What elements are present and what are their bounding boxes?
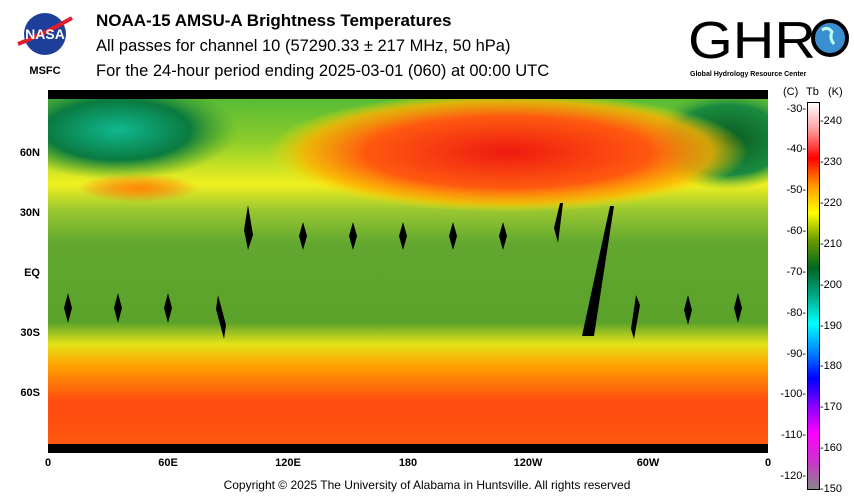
ghrc-caption: Global Hydrology Resource Center: [690, 71, 807, 78]
nasa-caption: MSFC: [29, 65, 61, 77]
celsius-tick: -60-: [786, 225, 806, 238]
celsius-tick: -120-: [780, 470, 806, 483]
celsius-tick: -50-: [786, 184, 806, 197]
colorbar-header-c: (C): [783, 86, 799, 98]
celsius-tick: -100-: [780, 388, 806, 401]
lon-label: 180: [398, 457, 418, 469]
chart-title: NOAA-15 AMSU-A Brightness Temperatures: [96, 11, 452, 30]
lon-label: 60W: [636, 457, 660, 469]
orange-region: [78, 174, 198, 202]
copyright: Copyright © 2025 The University of Alaba…: [223, 478, 631, 492]
kelvin-tick: -240: [820, 115, 843, 128]
colorbar-header-k: (K): [828, 86, 843, 98]
lat-label: EQ: [24, 267, 40, 279]
kelvin-tick: -150: [820, 483, 843, 495]
colorbar-header-tb: Tb: [806, 86, 819, 98]
lat-label: 60S: [20, 387, 40, 399]
kelvin-tick: -160: [820, 442, 843, 455]
no-data-bottom: [48, 444, 768, 453]
lat-label: 30S: [20, 327, 40, 339]
kelvin-tick: -180: [820, 360, 843, 373]
lat-label: 60N: [19, 147, 40, 159]
no-data-top: [48, 90, 768, 99]
celsius-tick: -80-: [786, 306, 806, 319]
lon-label: 120W: [513, 457, 543, 469]
celsius-tick: -90-: [786, 347, 806, 360]
kelvin-tick: -230: [820, 156, 843, 169]
lon-label: 60E: [158, 457, 178, 469]
lat-label: 30N: [19, 207, 40, 219]
celsius-tick: -40-: [786, 143, 806, 156]
colorbar: [807, 102, 820, 490]
lon-label: 0: [44, 457, 52, 469]
celsius-tick: -30-: [786, 102, 806, 115]
arctic-warm-region: [268, 92, 748, 212]
lon-label: 120E: [275, 457, 301, 469]
brightness-temperature-map: [48, 90, 768, 453]
kelvin-tick: -190: [820, 319, 843, 332]
nasa-logo: NASA MSFC: [14, 10, 76, 80]
svg-text:NASA: NASA: [25, 26, 65, 42]
lon-label: 0: [764, 457, 772, 469]
orbit-gaps: [64, 203, 742, 339]
teal-region: [48, 90, 238, 180]
kelvin-tick: -210: [820, 237, 843, 250]
chart-period: For the 24-hour period ending 2025-03-01…: [96, 62, 550, 80]
kelvin-tick: -220: [820, 197, 843, 210]
kelvin-tick: -200: [820, 278, 843, 291]
celsius-tick: -110-: [781, 429, 806, 442]
ghrc-logo: GHR Global Hydrology Resource Center: [688, 8, 850, 78]
kelvin-tick: -170: [820, 401, 843, 414]
celsius-tick: -70-: [786, 265, 806, 278]
chart-subtitle: All passes for channel 10 (57290.33 ± 21…: [96, 37, 511, 55]
svg-text:GHR: GHR: [688, 12, 816, 68]
